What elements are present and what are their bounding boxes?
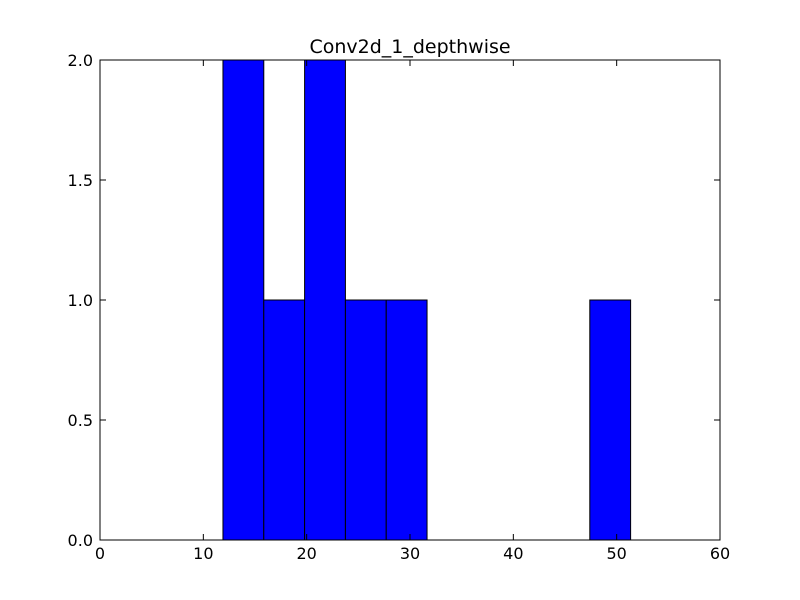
y-tick-label-3: 1.5 — [68, 171, 93, 190]
y-tick-label-0: 0.0 — [68, 531, 93, 550]
x-tick-label-4: 40 — [503, 544, 523, 563]
x-tick-label-3: 30 — [400, 544, 420, 563]
histogram-bar-4 — [385, 299, 428, 541]
bars-group — [222, 59, 632, 541]
x-tick-label-5: 50 — [606, 544, 626, 563]
y-tick-label-4: 2.0 — [68, 51, 93, 70]
histogram-bar-3 — [344, 299, 387, 541]
x-tick-label-6: 60 — [710, 544, 730, 563]
histogram-bar-5 — [589, 299, 632, 541]
x-axis: 0 10 20 30 40 50 60 — [95, 60, 730, 563]
x-tick-label-1: 10 — [193, 544, 213, 563]
histogram-bar-1 — [263, 299, 306, 541]
histogram-bar-2 — [304, 59, 346, 541]
y-tick-label-1: 0.5 — [68, 411, 93, 430]
chart-title: Conv2d_1_depthwise — [309, 36, 510, 58]
x-tick-label-0: 0 — [95, 544, 105, 563]
y-tick-label-2: 1.0 — [68, 291, 93, 310]
x-tick-label-2: 20 — [296, 544, 316, 563]
y-axis: 0.0 0.5 1.0 1.5 2.0 — [68, 51, 720, 550]
histogram-bar-0 — [222, 59, 265, 541]
